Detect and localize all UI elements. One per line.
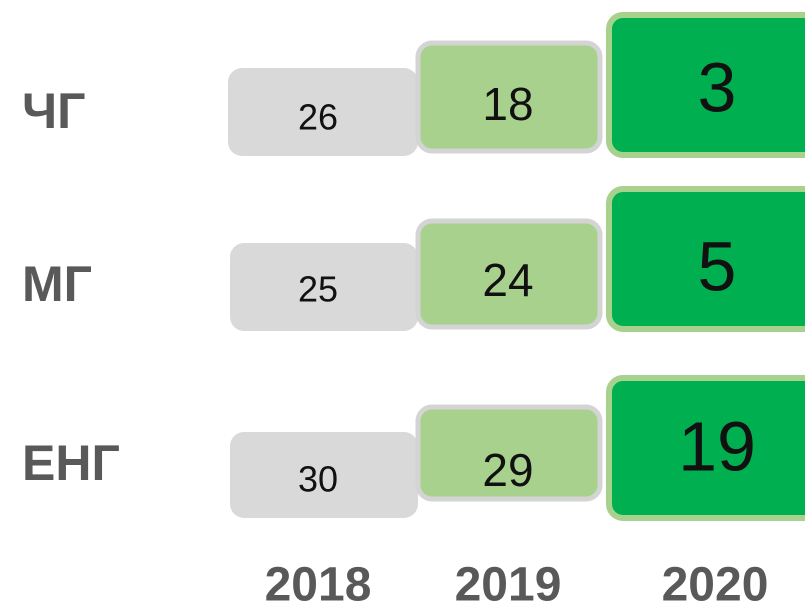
value-box bbox=[230, 432, 418, 518]
value: 18 bbox=[482, 78, 533, 130]
value-box bbox=[415, 40, 603, 154]
value-box bbox=[415, 218, 603, 330]
year-label: 2019 bbox=[455, 559, 562, 612]
year-label: 2018 bbox=[265, 559, 372, 612]
value: 30 bbox=[298, 459, 338, 500]
value-box bbox=[606, 12, 805, 158]
row-label: ЕНГ bbox=[22, 435, 120, 491]
value-box bbox=[228, 68, 418, 156]
row-label: МГ bbox=[22, 256, 92, 312]
value: 26 bbox=[298, 97, 338, 138]
value: 5 bbox=[698, 227, 737, 305]
value-box bbox=[230, 243, 418, 331]
value-box bbox=[415, 404, 603, 502]
value: 25 bbox=[298, 269, 338, 310]
value-box bbox=[606, 186, 805, 332]
value: 29 bbox=[482, 444, 533, 496]
row-label: ЧГ bbox=[22, 83, 85, 139]
value-box bbox=[606, 375, 805, 521]
value: 3 bbox=[698, 48, 737, 126]
year-label: 2020 bbox=[662, 559, 769, 612]
value: 19 bbox=[678, 407, 756, 485]
value: 24 bbox=[482, 254, 533, 306]
